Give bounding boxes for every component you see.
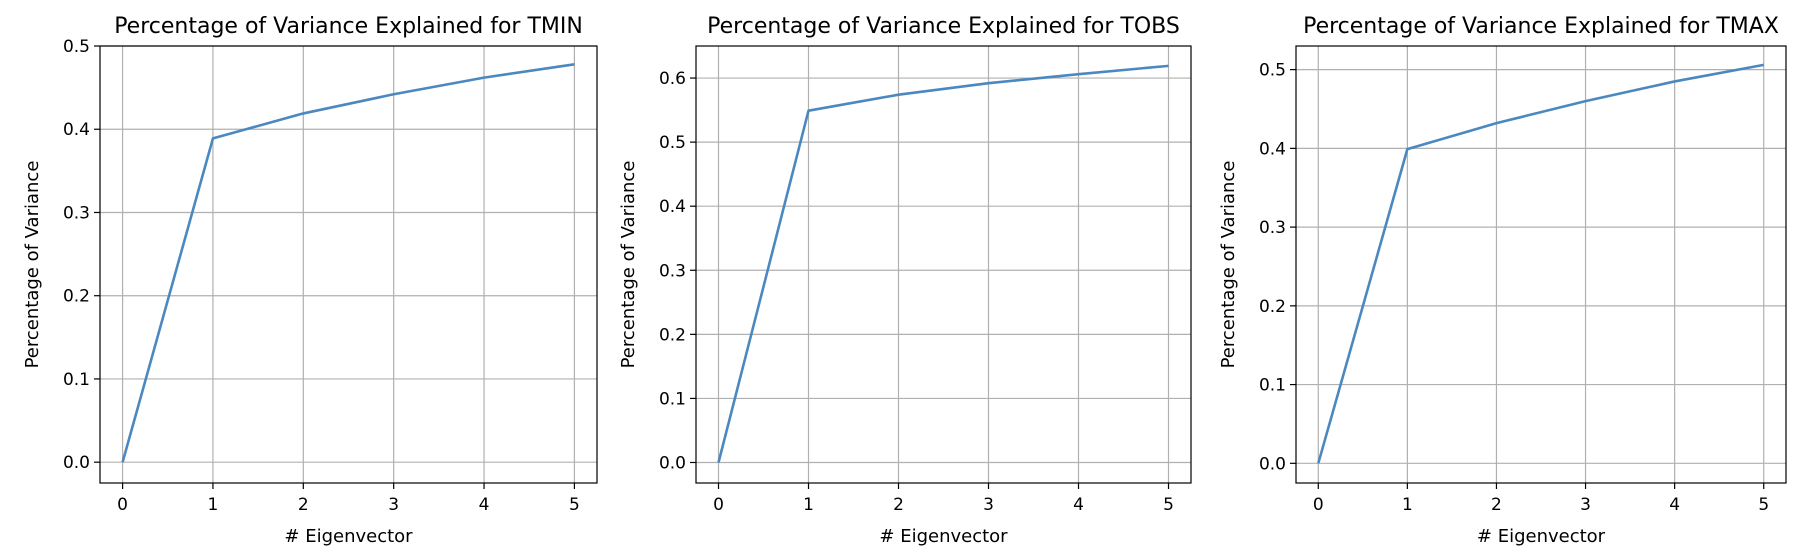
chart-1: Percentage of Variance Explained for TOB… <box>606 0 1212 556</box>
chart-title: Percentage of Variance Explained for TOB… <box>707 14 1180 39</box>
y-tick-label: 0.4 <box>659 197 686 217</box>
y-axis-label: Percentage of Variance <box>618 161 639 369</box>
x-tick-label: 0 <box>117 495 128 515</box>
x-tick-label: 4 <box>479 495 490 515</box>
x-tick-label: 3 <box>983 495 994 515</box>
y-tick-label: 0.1 <box>1259 376 1286 396</box>
x-tick-label: 0 <box>713 495 724 515</box>
y-tick-label: 0.1 <box>63 370 90 390</box>
y-axis-label: Percentage of Variance <box>22 161 43 369</box>
x-axis-label: # Eigenvector <box>1477 526 1606 547</box>
x-axis-label: # Eigenvector <box>879 526 1008 547</box>
y-axis-label: Percentage of Variance <box>1218 161 1239 369</box>
x-tick-label: 2 <box>893 495 904 515</box>
chart-title: Percentage of Variance Explained for TMA… <box>1303 14 1779 39</box>
series-line <box>717 64 1169 463</box>
chart-svg: Percentage of Variance Explained for TMA… <box>1218 14 1787 547</box>
y-tick-label: 0.5 <box>63 37 90 57</box>
x-tick-label: 3 <box>1580 495 1591 515</box>
x-tick-label: 5 <box>569 495 580 515</box>
chart-title: Percentage of Variance Explained for TMI… <box>114 14 583 39</box>
chart-svg: Percentage of Variance Explained for TMI… <box>22 14 598 547</box>
y-tick-label: 0.0 <box>659 453 686 473</box>
x-tick-label: 5 <box>1163 495 1174 515</box>
y-tick-label: 0.3 <box>63 203 90 223</box>
series-line <box>1317 63 1764 464</box>
plot-frame <box>1295 45 1787 484</box>
chart-0: Percentage of Variance Explained for TMI… <box>0 0 606 556</box>
y-tick-label: 0.2 <box>63 287 90 307</box>
chart-2: Percentage of Variance Explained for TMA… <box>1200 0 1806 556</box>
x-axis-label: # Eigenvector <box>284 526 413 547</box>
plot-frame <box>695 45 1192 484</box>
y-tick-label: 0.3 <box>659 261 686 281</box>
y-tick-label: 0.0 <box>63 453 90 473</box>
y-tick-label: 0.3 <box>1259 218 1286 238</box>
y-tick-label: 0.4 <box>63 120 90 140</box>
y-tick-label: 0.5 <box>659 133 686 153</box>
series-line <box>121 63 575 463</box>
y-tick-label: 0.2 <box>659 325 686 345</box>
y-tick-label: 0.4 <box>1259 139 1286 159</box>
x-tick-label: 2 <box>1491 495 1502 515</box>
plot-frame <box>99 45 598 484</box>
x-tick-label: 1 <box>803 495 814 515</box>
x-tick-label: 4 <box>1669 495 1680 515</box>
y-tick-label: 0.1 <box>659 389 686 409</box>
x-tick-label: 0 <box>1313 495 1324 515</box>
y-tick-label: 0.0 <box>1259 454 1286 474</box>
y-tick-label: 0.5 <box>1259 61 1286 81</box>
x-tick-label: 2 <box>298 495 309 515</box>
y-tick-label: 0.6 <box>659 69 686 89</box>
x-tick-label: 3 <box>388 495 399 515</box>
y-tick-label: 0.2 <box>1259 297 1286 317</box>
x-tick-label: 1 <box>1402 495 1413 515</box>
chart-svg: Percentage of Variance Explained for TOB… <box>618 14 1192 547</box>
x-tick-label: 5 <box>1758 495 1769 515</box>
x-tick-label: 4 <box>1073 495 1084 515</box>
x-tick-label: 1 <box>208 495 219 515</box>
